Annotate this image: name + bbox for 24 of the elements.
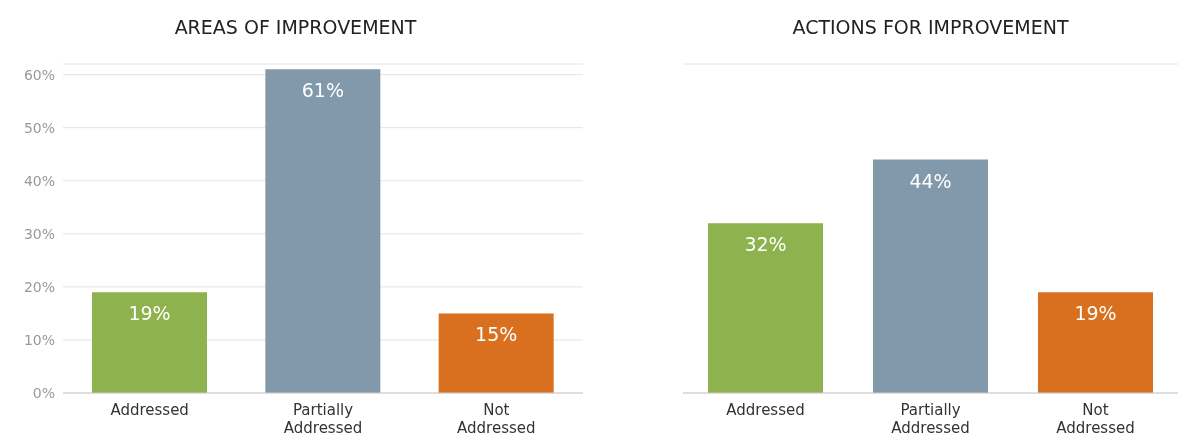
y-tick-label: 10% — [23, 331, 55, 348]
y-tick-label: 0% — [32, 384, 55, 401]
y-tick-label: 40% — [23, 172, 55, 189]
y-tick-label: 50% — [23, 119, 55, 136]
x-tick-label: Not Addressed — [1056, 401, 1135, 437]
chart-title: AREAS OF IMPROVEMENT — [173, 16, 418, 38]
data-label: 44% — [909, 169, 952, 192]
bar — [438, 313, 554, 393]
x-tick-label: Addressed — [726, 401, 805, 419]
y-tick-label: 20% — [23, 278, 55, 295]
x-tick-label: Addressed — [110, 401, 189, 419]
chart-title: ACTIONS FOR IMPROVEMENT — [791, 16, 1070, 38]
data-label: 32% — [744, 233, 787, 256]
y-tick-label: 30% — [23, 225, 55, 242]
data-label: 19% — [128, 302, 171, 325]
bar — [92, 292, 207, 393]
data-label: 61% — [301, 79, 344, 102]
y-tick-label: 60% — [23, 66, 55, 83]
bar — [265, 69, 381, 393]
data-label: 15% — [475, 323, 518, 346]
data-label: 19% — [1074, 302, 1117, 325]
x-tick-label: Partially Addressed — [283, 401, 363, 437]
x-tick-label: Not Addressed — [457, 401, 536, 437]
x-tick-label: Partially Addressed — [891, 401, 970, 437]
